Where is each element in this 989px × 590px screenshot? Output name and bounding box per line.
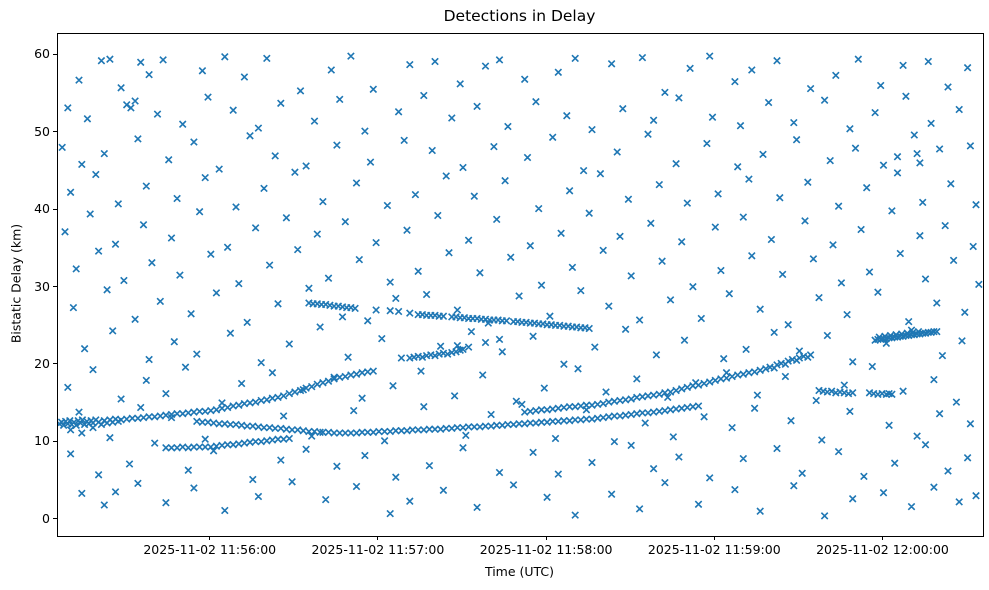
x-tick-mark — [713, 536, 715, 540]
x-tick-label: 2025-11-02 11:58:00 — [479, 542, 613, 557]
y-tick-mark — [53, 286, 57, 288]
scatter-canvas — [58, 52, 983, 520]
scatter-points — [58, 52, 983, 520]
x-tick-label: 2025-11-02 11:57:00 — [311, 542, 445, 557]
y-tick-label: 20 — [34, 355, 50, 371]
y-tick-label: 10 — [34, 433, 50, 449]
y-tick-label: 0 — [42, 510, 50, 526]
y-tick-mark — [53, 363, 57, 365]
y-tick-mark — [53, 440, 57, 442]
y-tick-label: 30 — [34, 278, 50, 294]
x-tick-label: 2025-11-02 12:00:00 — [816, 542, 949, 557]
x-axis-label: Time (UTC) — [484, 564, 555, 579]
x-tick-mark — [881, 536, 883, 540]
x-tick-label: 2025-11-02 11:56:00 — [143, 542, 277, 557]
y-tick-label: 60 — [34, 46, 50, 62]
y-axis-label: Bistatic Delay (km) — [8, 223, 24, 344]
y-tick-label: 50 — [34, 123, 50, 139]
y-tick-mark — [53, 518, 57, 520]
x-tick-mark — [545, 536, 547, 540]
chart-title: Detections in Delay — [443, 7, 596, 25]
y-tick-label: 40 — [34, 201, 50, 217]
x-tick-mark — [377, 536, 379, 540]
x-tick-mark — [209, 536, 211, 540]
y-tick-mark — [53, 53, 57, 55]
plot-area — [57, 33, 984, 537]
x-tick-label: 2025-11-02 11:59:00 — [647, 542, 781, 557]
y-tick-mark — [53, 208, 57, 210]
y-tick-mark — [53, 131, 57, 133]
